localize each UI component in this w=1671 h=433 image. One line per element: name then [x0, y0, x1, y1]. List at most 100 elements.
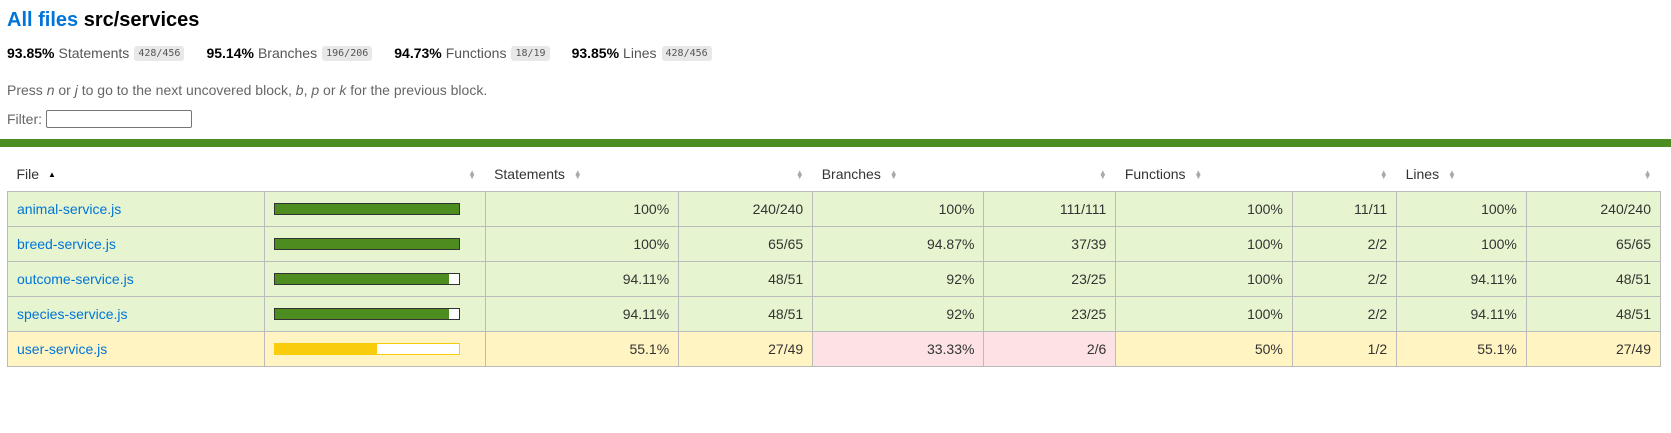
file-link[interactable]: animal-service.js	[17, 201, 122, 217]
functions-fraction: 2/2	[1291, 261, 1398, 297]
statements-pct: 100%	[484, 191, 680, 227]
keyboard-hint: Press n or j to go to the next uncovered…	[7, 82, 488, 98]
lines-pct: 100%	[1396, 191, 1527, 227]
statements-pct: 55.1%	[484, 331, 680, 367]
functions-fraction: 2/2	[1291, 296, 1398, 332]
coverage-bar-cell	[264, 261, 486, 297]
table-header-row: File ▲ ▲ ▼ Statements ▲ ▼ ▲ ▼ Branches ▲ ▼	[7, 157, 1661, 192]
functions-pct: 100%	[1115, 261, 1293, 297]
coverage-summary: 93.85% Statements 428/456 95.14% Branche…	[7, 43, 1664, 63]
coverage-bar	[274, 308, 461, 320]
summary-functions: 94.73% Functions 18/19	[394, 45, 550, 61]
file-cell: animal-service.js	[6, 191, 266, 227]
file-link[interactable]: species-service.js	[17, 306, 128, 322]
sort-icon: ▲ ▼	[1194, 168, 1203, 182]
sort-icon: ▲ ▼	[1098, 168, 1107, 182]
sort-asc-icon: ▲	[47, 170, 56, 180]
coverage-bar	[274, 273, 461, 285]
sort-icon: ▲ ▼	[1447, 168, 1456, 182]
summary-fraction: 18/19	[511, 45, 550, 61]
header-file-bar[interactable]: ▲ ▼	[264, 157, 486, 192]
branches-fraction: 37/39	[983, 226, 1117, 262]
coverage-bar	[274, 343, 461, 355]
functions-fraction: 2/2	[1291, 226, 1398, 262]
branches-fraction: 2/6	[983, 331, 1117, 367]
summary-pct: 95.14%	[206, 45, 254, 61]
statements-fraction: 27/49	[678, 331, 814, 367]
sort-icon: ▲ ▼	[1379, 168, 1388, 182]
functions-fraction: 1/2	[1291, 331, 1398, 367]
summary-branches: 95.14% Branches 196/206	[206, 45, 373, 61]
all-files-link[interactable]: All files	[7, 9, 79, 31]
branches-pct: 33.33%	[812, 331, 985, 367]
header-lines[interactable]: Lines ▲ ▼	[1396, 157, 1527, 192]
coverage-bar-fill	[275, 239, 460, 249]
header-statements[interactable]: Statements ▲ ▼	[485, 157, 679, 192]
sort-icon: ▲ ▼	[1643, 168, 1652, 182]
header-functions-raw[interactable]: ▲ ▼	[1292, 157, 1397, 192]
lines-fraction: 240/240	[1525, 191, 1662, 227]
summary-label: Lines	[623, 45, 657, 61]
file-cell: breed-service.js	[6, 226, 266, 262]
coverage-bar-fill	[275, 344, 377, 354]
file-link[interactable]: outcome-service.js	[17, 271, 134, 287]
statements-fraction: 48/51	[678, 296, 814, 332]
lines-pct: 100%	[1396, 226, 1527, 262]
table-row: animal-service.js 100% 240/240 100% 111/…	[6, 191, 1662, 227]
header-branches[interactable]: Branches ▲ ▼	[812, 157, 984, 192]
statements-pct: 100%	[484, 226, 680, 262]
file-cell: species-service.js	[6, 296, 266, 332]
file-link[interactable]: user-service.js	[17, 341, 108, 357]
coverage-bar-cell	[264, 191, 486, 227]
filter-input[interactable]	[46, 110, 192, 128]
statements-pct: 94.11%	[484, 261, 680, 297]
summary-pct: 94.73%	[394, 45, 442, 61]
summary-lines: 93.85% Lines 428/456	[572, 45, 712, 61]
table-row: outcome-service.js 94.11% 48/51 92% 23/2…	[6, 261, 1662, 297]
header-lines-raw[interactable]: ▲ ▼	[1526, 157, 1661, 192]
summary-label: Branches	[257, 45, 318, 61]
lines-pct: 94.11%	[1396, 296, 1527, 332]
header-branches-raw[interactable]: ▲ ▼	[983, 157, 1116, 192]
page-title: All files src/services	[7, 7, 1664, 33]
file-cell: user-service.js	[6, 331, 266, 367]
header-statements-raw[interactable]: ▲ ▼	[678, 157, 813, 192]
branches-fraction: 111/111	[983, 191, 1117, 227]
functions-fraction: 11/11	[1291, 191, 1398, 227]
file-link[interactable]: breed-service.js	[17, 236, 116, 252]
branches-pct: 100%	[812, 191, 985, 227]
statements-pct: 94.11%	[484, 296, 680, 332]
coverage-bar-fill	[275, 274, 449, 284]
branches-pct: 92%	[812, 261, 985, 297]
branches-pct: 94.87%	[812, 226, 985, 262]
table-row: user-service.js 55.1% 27/49 33.33% 2/6 5…	[6, 331, 1662, 367]
coverage-status-bar	[0, 139, 1671, 147]
coverage-bar-cell	[264, 226, 486, 262]
statements-fraction: 48/51	[678, 261, 814, 297]
coverage-bar-fill	[275, 309, 449, 319]
summary-pct: 93.85%	[571, 45, 620, 61]
coverage-bar	[274, 238, 461, 250]
branches-fraction: 23/25	[983, 261, 1117, 297]
functions-pct: 100%	[1115, 296, 1293, 332]
lines-fraction: 27/49	[1525, 331, 1662, 367]
summary-label: Statements	[58, 45, 130, 61]
lines-fraction: 65/65	[1525, 226, 1662, 262]
functions-pct: 100%	[1115, 226, 1293, 262]
functions-pct: 50%	[1115, 331, 1293, 367]
table-row: breed-service.js 100% 65/65 94.87% 37/39…	[6, 226, 1662, 262]
summary-label: Functions	[445, 45, 507, 61]
coverage-table: File ▲ ▲ ▼ Statements ▲ ▼ ▲ ▼ Branches ▲ ▼	[6, 157, 1662, 367]
filter-row: Filter:	[7, 110, 1664, 128]
coverage-bar-cell	[264, 331, 486, 367]
table-row: species-service.js 94.11% 48/51 92% 23/2…	[6, 296, 1662, 332]
header-file[interactable]: File ▲	[7, 157, 265, 192]
lines-fraction: 48/51	[1525, 261, 1662, 297]
summary-pct: 93.85%	[7, 45, 55, 61]
file-cell: outcome-service.js	[6, 261, 266, 297]
sort-icon: ▲ ▼	[889, 168, 898, 182]
branches-pct: 92%	[812, 296, 985, 332]
header-functions[interactable]: Functions ▲ ▼	[1115, 157, 1293, 192]
summary-statements: 93.85% Statements 428/456	[7, 45, 185, 61]
branches-fraction: 23/25	[983, 296, 1117, 332]
